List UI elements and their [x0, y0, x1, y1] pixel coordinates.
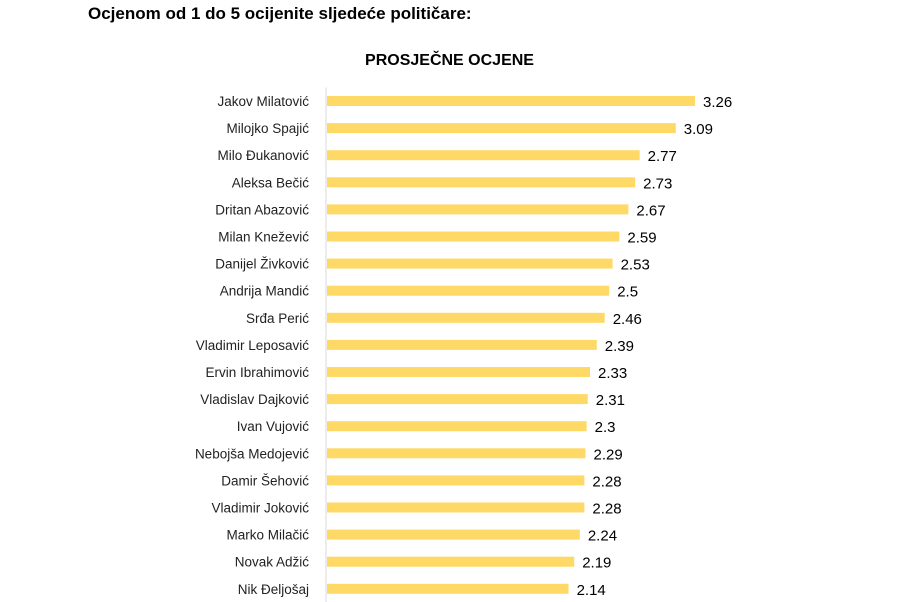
value-label: 2.28: [592, 473, 621, 490]
category-label: Andrija Mandić: [220, 284, 310, 299]
category-label: Aleksa Bečić: [232, 175, 310, 190]
bar: [327, 258, 613, 269]
bar: [327, 96, 695, 106]
question-text: Ocjenom od 1 do 5 ocijenite sljedeće pol…: [88, 4, 472, 23]
bar: [327, 421, 587, 432]
category-label: Dritan Abazović: [215, 202, 309, 217]
value-label: 2.33: [598, 365, 627, 382]
value-label: 2.39: [605, 338, 634, 355]
value-label: 2.46: [613, 311, 642, 328]
value-label: 2.59: [627, 230, 656, 247]
value-label: 2.3: [595, 419, 616, 436]
bar: [327, 583, 569, 594]
value-label: 2.24: [588, 528, 617, 545]
category-label: Nik Đeljošaj: [238, 582, 309, 597]
category-label: Milojko Spajić: [226, 121, 309, 136]
category-label: Milo Đukanović: [217, 148, 309, 163]
bar: [327, 502, 585, 513]
value-label: 2.29: [594, 446, 623, 463]
category-label: Nebojša Medojević: [195, 446, 309, 461]
category-label: Damir Šehović: [221, 473, 309, 488]
bar: [327, 123, 676, 134]
value-label: 2.67: [636, 202, 665, 219]
category-label: Vladimir Joković: [211, 501, 309, 516]
category-label: Jakov Milatović: [217, 94, 309, 109]
category-label: Milan Knežević: [218, 230, 309, 245]
value-label: 2.19: [582, 555, 611, 572]
value-label: 3.26: [703, 94, 732, 111]
category-label: Danijel Živković: [215, 257, 309, 272]
bar: [327, 475, 585, 486]
value-label: 2.73: [643, 175, 672, 192]
value-label: 2.28: [592, 501, 621, 518]
category-label: Vladimir Leposavić: [196, 338, 310, 353]
value-label: 2.53: [621, 257, 650, 274]
category-label: Srđa Perić: [246, 311, 309, 326]
bar: [327, 339, 597, 350]
bar: [327, 150, 640, 161]
bar: [327, 448, 586, 459]
category-label: Marko Milačić: [226, 528, 309, 543]
category-label: Vladislav Dajković: [200, 392, 309, 407]
value-label: 2.31: [596, 392, 625, 409]
value-label: 3.09: [684, 121, 713, 138]
bar: [327, 204, 629, 215]
bar: [327, 231, 620, 242]
category-label: Novak Adžić: [235, 555, 310, 570]
value-label: 2.14: [577, 582, 606, 599]
category-label: Ervin Ibrahimović: [205, 365, 309, 380]
bar: [327, 312, 605, 323]
bar: [327, 367, 591, 377]
chart-title: PROSJEČNE OCJENE: [365, 52, 534, 69]
bar: [327, 177, 636, 188]
bar: [327, 394, 588, 405]
bar: [327, 529, 580, 540]
value-label: 2.5: [617, 284, 638, 301]
value-label: 2.77: [648, 148, 677, 165]
bar: [327, 285, 610, 296]
bar: [327, 556, 575, 567]
category-label: Ivan Vujović: [237, 419, 310, 434]
